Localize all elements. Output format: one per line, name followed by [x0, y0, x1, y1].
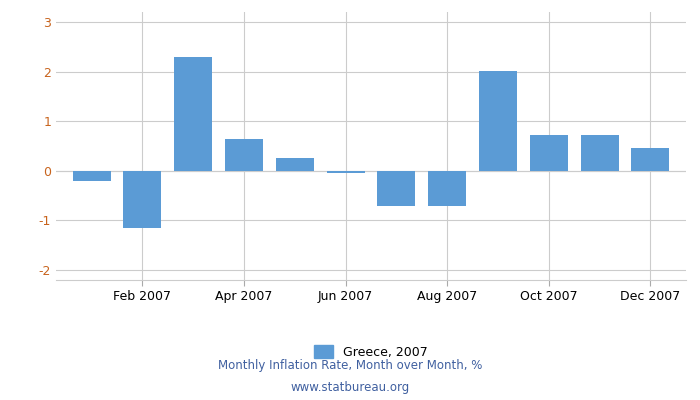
Bar	[377, 171, 416, 206]
Bar	[479, 70, 517, 171]
Bar	[225, 138, 263, 171]
Text: Monthly Inflation Rate, Month over Month, %: Monthly Inflation Rate, Month over Month…	[218, 360, 482, 372]
Bar	[174, 57, 212, 171]
Bar	[123, 171, 162, 228]
Bar	[631, 148, 669, 171]
Bar	[428, 171, 466, 206]
Bar	[73, 171, 111, 181]
Legend: Greece, 2007: Greece, 2007	[314, 345, 428, 359]
Bar	[530, 135, 568, 171]
Bar	[276, 158, 314, 171]
Bar	[326, 171, 365, 173]
Text: www.statbureau.org: www.statbureau.org	[290, 382, 410, 394]
Bar	[580, 135, 619, 171]
